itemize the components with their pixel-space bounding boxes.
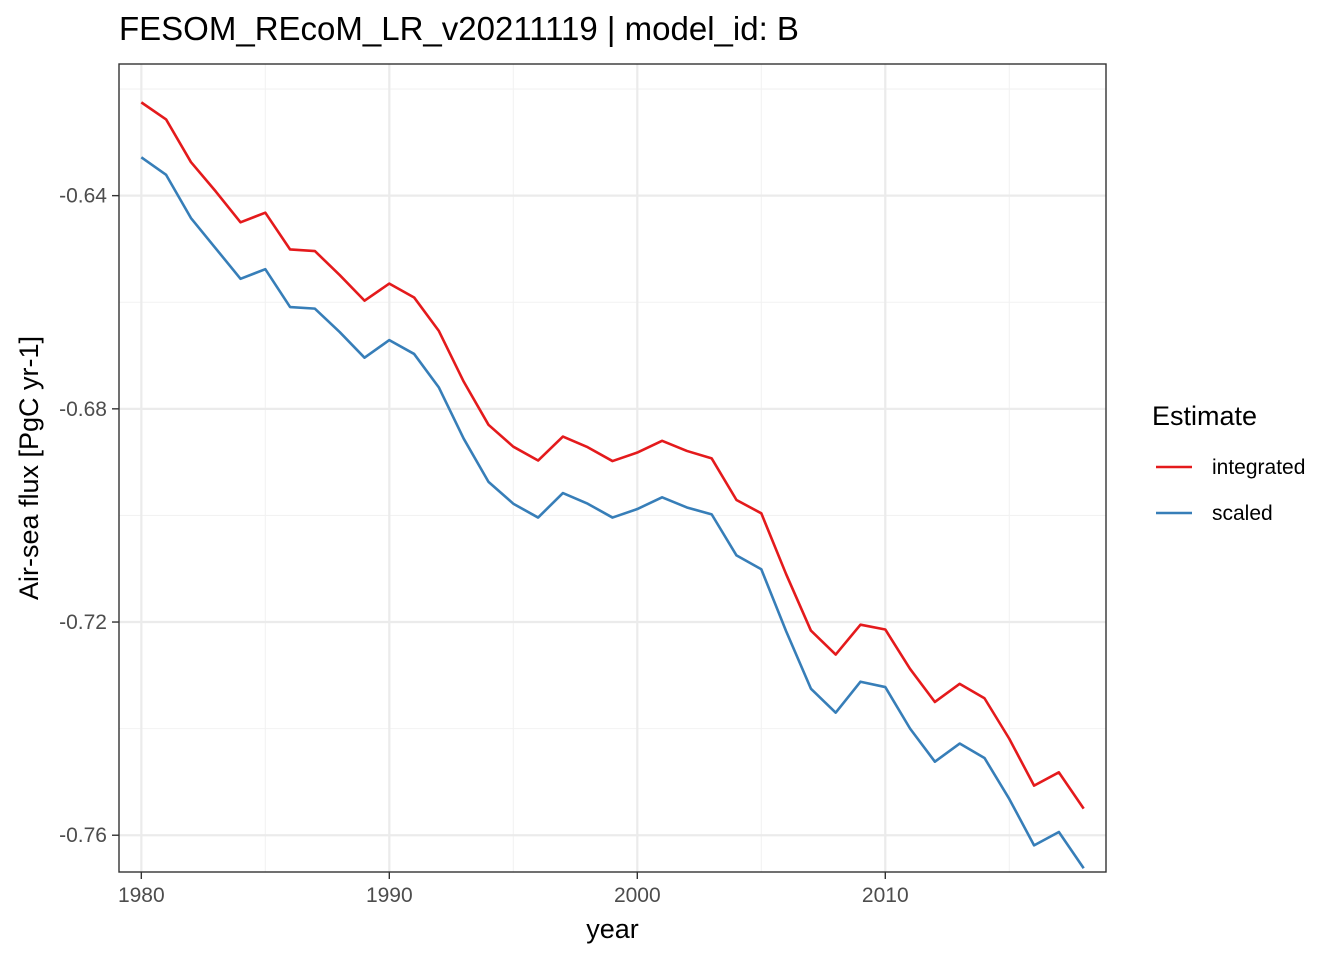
grid-major: [119, 64, 1106, 872]
series-line-integrated: [140, 101, 1085, 810]
y-tick-label: -0.68: [59, 398, 107, 421]
legend-label-scaled: scaled: [1212, 502, 1273, 525]
y-tick-label: -0.64: [59, 185, 107, 208]
panel-border: [118, 63, 1107, 873]
series-lines: [140, 101, 1085, 870]
x-axis: 1980 1990 2000 2010: [118, 872, 909, 907]
x-tick-label: 2000: [614, 884, 661, 907]
x-axis-title: year: [586, 914, 639, 944]
y-tick-label: -0.72: [59, 611, 107, 634]
y-axis: -0.64 -0.68 -0.72 -0.76: [59, 185, 119, 847]
x-tick-label: 1980: [118, 884, 165, 907]
y-tick-label: -0.76: [59, 824, 107, 847]
legend-title: Estimate: [1152, 401, 1257, 431]
y-axis-title: Air-sea flux [PgC yr-1]: [14, 336, 44, 600]
x-tick-label: 1990: [366, 884, 413, 907]
series-line-scaled: [140, 156, 1085, 870]
legend: Estimate integrated scaled: [1152, 401, 1305, 525]
panel-background: [119, 64, 1106, 872]
chart-title: FESOM_REcoM_LR_v20211119 | model_id: B: [119, 10, 799, 47]
x-tick-label: 2010: [862, 884, 909, 907]
grid-minor: [119, 64, 1106, 872]
legend-items: integrated scaled: [1156, 456, 1305, 525]
plot-panel: [118, 63, 1107, 873]
legend-label-integrated: integrated: [1212, 456, 1305, 479]
